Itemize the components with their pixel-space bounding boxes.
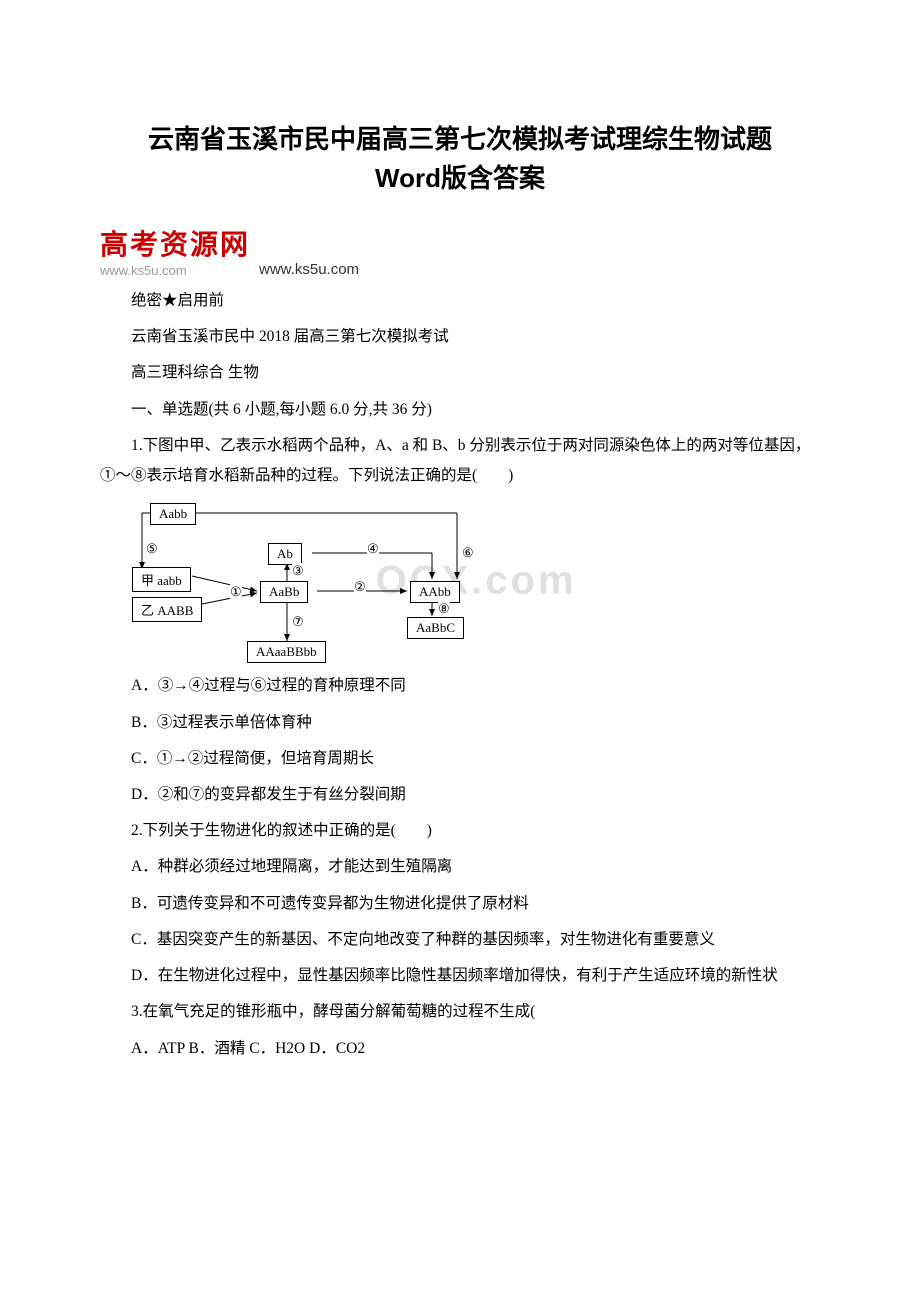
label-c2: ② [354, 579, 366, 595]
q2-stem: 2.下列关于生物进化的叙述中正确的是( ) [100, 816, 820, 846]
box-aabb-right: AAbb [410, 581, 460, 603]
box-ab: Ab [268, 543, 302, 565]
q2-opt-a: A．种群必须经过地理隔离，才能达到生殖隔离 [100, 852, 820, 882]
label-c3: ③ [292, 563, 304, 579]
label-c7: ⑦ [292, 614, 304, 630]
logo-main-text: 高考资源网 [100, 223, 250, 263]
label-c8: ⑧ [438, 601, 450, 617]
box-yi: 乙 AABB [132, 597, 202, 622]
logo-url-small: www.ks5u.com [100, 263, 250, 278]
header-line-3: 高三理科综合 生物 [100, 358, 820, 388]
q1-diagram: OCX.com [132, 501, 820, 661]
logo-url-after: www.ks5u.com [259, 261, 359, 278]
q2-opt-b: B．可遗传变异和不可遗传变异都为生物进化提供了原材料 [100, 889, 820, 919]
box-aabb-mid: AaBb [260, 581, 308, 603]
logo-area: 高考资源网 www.ks5u.com www.ks5u.com [100, 223, 820, 278]
label-c5: ⑤ [146, 541, 158, 557]
q3-stem: 3.在氧气充足的锥形瓶中，酵母菌分解葡萄糖的过程不生成( [100, 997, 820, 1027]
title-line1: 云南省玉溪市民中届高三第七次模拟考试理综生物试题 [148, 124, 772, 154]
logo-block: 高考资源网 www.ks5u.com [100, 223, 250, 278]
q1-stem: 1.下图中甲、乙表示水稻两个品种，A、a 和 B、b 分别表示位于两对同源染色体… [100, 431, 820, 491]
box-aaaabbbb: AAaaBBbb [247, 641, 326, 663]
box-jia: 甲 aabb [132, 567, 191, 592]
q2-opt-c: C．基因突变产生的新基因、不定向地改变了种群的基因频率，对生物进化有重要意义 [100, 925, 820, 955]
label-c6: ⑥ [462, 545, 474, 561]
header-line-2: 云南省玉溪市民中 2018 届高三第七次模拟考试 [100, 322, 820, 352]
box-aabbc: AaBbC [407, 617, 464, 639]
header-line-4: 一、单选题(共 6 小题,每小题 6.0 分,共 36 分) [100, 395, 820, 425]
q2-opt-d: D．在生物进化过程中，显性基因频率比隐性基因频率增加得快，有利于产生适应环境的新… [100, 961, 820, 991]
q3-options-inline: A．ATP B．酒精 C．H2O D．CO2 [100, 1034, 820, 1064]
q1-opt-a: A．③→④过程与⑥过程的育种原理不同 [100, 671, 820, 701]
title-line2: Word版含答案 [375, 163, 545, 193]
label-c4: ④ [367, 541, 379, 557]
box-aabb-top: Aabb [150, 503, 196, 525]
q1-opt-d: D．②和⑦的变异都发生于有丝分裂间期 [100, 780, 820, 810]
q1-opt-b: B．③过程表示单倍体育种 [100, 708, 820, 738]
header-line-1: 绝密★启用前 [100, 286, 820, 316]
q1-opt-c: C．①→②过程简便，但培育周期长 [100, 744, 820, 774]
doc-title: 云南省玉溪市民中届高三第七次模拟考试理综生物试题 Word版含答案 [100, 120, 820, 198]
diagram-content: Aabb 甲 aabb 乙 AABB Ab AaBb AAbb AaBbC AA… [132, 501, 492, 661]
label-c1: ① [230, 584, 242, 600]
